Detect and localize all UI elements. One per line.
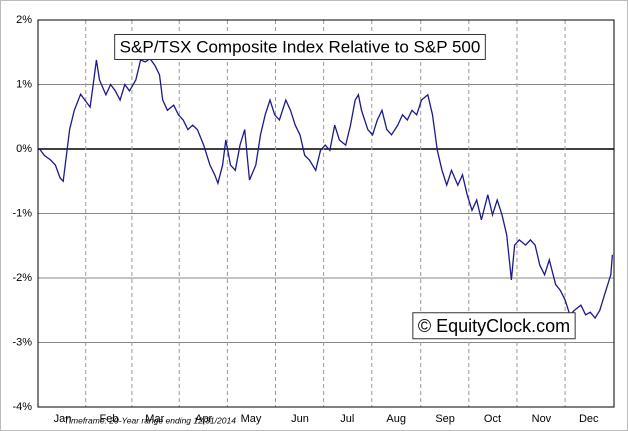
x-tick-label: Dec (579, 413, 599, 425)
x-tick-label: Oct (484, 413, 501, 425)
data-line (39, 57, 614, 320)
x-tick-label: Sep (435, 413, 455, 425)
y-tick-label: -4% (12, 401, 32, 413)
y-tick-label: 0% (16, 143, 32, 155)
y-tick-label: -1% (12, 207, 32, 219)
x-tick-label: Aug (386, 413, 406, 425)
plot-border (37, 19, 615, 408)
x-tick-label: Mar (145, 413, 164, 425)
chart-title-box (114, 33, 486, 60)
x-tick-label: May (241, 413, 262, 425)
x-tick-label: Jun (291, 413, 309, 425)
footnote: Timeframe: 20-Year range ending 12/31/20… (64, 415, 236, 425)
y-tick-label: -3% (12, 336, 32, 348)
watermark: © EquityClock.com (418, 316, 570, 336)
watermark-box (412, 312, 576, 340)
y-tick-label: 1% (16, 78, 32, 90)
chart-title: S&P/TSX Composite Index Relative to S&P … (120, 37, 481, 56)
x-tick-label: Jul (340, 413, 354, 425)
x-tick-label: Nov (532, 413, 552, 425)
y-tick-label: -2% (12, 272, 32, 284)
x-tick-label: Apr (195, 413, 212, 425)
y-tick-label: 2% (16, 14, 32, 26)
x-tick-label: Jan (54, 413, 72, 425)
x-tick-label: Feb (100, 413, 119, 425)
